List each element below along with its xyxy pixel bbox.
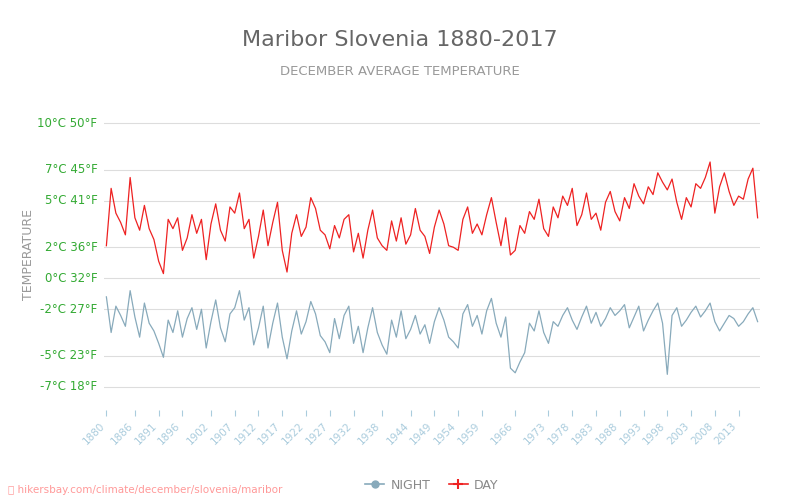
Text: Maribor Slovenia 1880-2017: Maribor Slovenia 1880-2017	[242, 30, 558, 50]
Text: 0°C 32°F: 0°C 32°F	[45, 272, 98, 285]
Text: 📍 hikersbay.com/climate/december/slovenia/maribor: 📍 hikersbay.com/climate/december/sloveni…	[8, 485, 282, 495]
Text: 7°C 45°F: 7°C 45°F	[45, 163, 98, 176]
Text: 5°C 41°F: 5°C 41°F	[45, 194, 98, 207]
Text: -7°C 18°F: -7°C 18°F	[40, 380, 98, 393]
Text: 10°C 50°F: 10°C 50°F	[38, 116, 98, 130]
Legend: NIGHT, DAY: NIGHT, DAY	[361, 474, 503, 497]
Text: -2°C 27°F: -2°C 27°F	[40, 302, 98, 316]
Text: 2°C 36°F: 2°C 36°F	[45, 241, 98, 254]
Text: -5°C 23°F: -5°C 23°F	[41, 349, 98, 362]
Text: TEMPERATURE: TEMPERATURE	[22, 210, 35, 300]
Text: DECEMBER AVERAGE TEMPERATURE: DECEMBER AVERAGE TEMPERATURE	[280, 65, 520, 78]
